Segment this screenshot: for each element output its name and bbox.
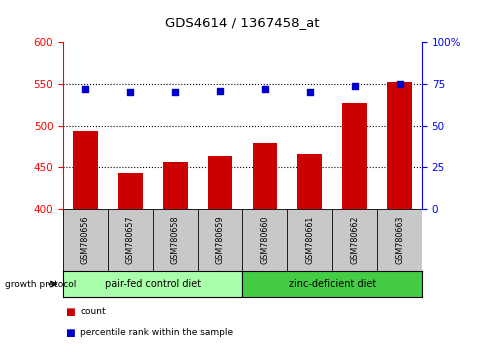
- Point: [305, 90, 313, 95]
- Text: GSM780658: GSM780658: [170, 216, 180, 264]
- Point: [395, 81, 403, 87]
- Text: growth protocol: growth protocol: [5, 280, 76, 289]
- Text: GSM780663: GSM780663: [394, 216, 403, 264]
- Point: [350, 83, 358, 88]
- Text: ■: ■: [65, 307, 75, 316]
- Text: GSM780656: GSM780656: [81, 216, 90, 264]
- Bar: [163, 162, 187, 209]
- Point: [171, 90, 179, 95]
- Bar: [118, 173, 142, 209]
- Point: [216, 88, 224, 93]
- Text: GSM780659: GSM780659: [215, 216, 224, 264]
- Point: [81, 86, 89, 92]
- Bar: [342, 103, 366, 209]
- Bar: [242, 271, 421, 297]
- Text: zinc-deficient diet: zinc-deficient diet: [288, 279, 375, 289]
- Bar: [297, 154, 321, 209]
- Bar: [252, 143, 277, 209]
- Text: GSM780660: GSM780660: [260, 216, 269, 264]
- Bar: [73, 131, 98, 209]
- Text: ■: ■: [65, 328, 75, 338]
- Point: [126, 90, 134, 95]
- Bar: [207, 156, 232, 209]
- Text: percentile rank within the sample: percentile rank within the sample: [80, 328, 233, 337]
- Bar: [386, 81, 411, 209]
- Text: pair-fed control diet: pair-fed control diet: [105, 279, 200, 289]
- Text: count: count: [80, 307, 106, 316]
- Text: GSM780657: GSM780657: [125, 216, 135, 264]
- Text: GSM780661: GSM780661: [304, 216, 314, 264]
- Point: [260, 86, 268, 92]
- Text: GSM780662: GSM780662: [349, 216, 359, 264]
- Text: GDS4614 / 1367458_at: GDS4614 / 1367458_at: [165, 16, 319, 29]
